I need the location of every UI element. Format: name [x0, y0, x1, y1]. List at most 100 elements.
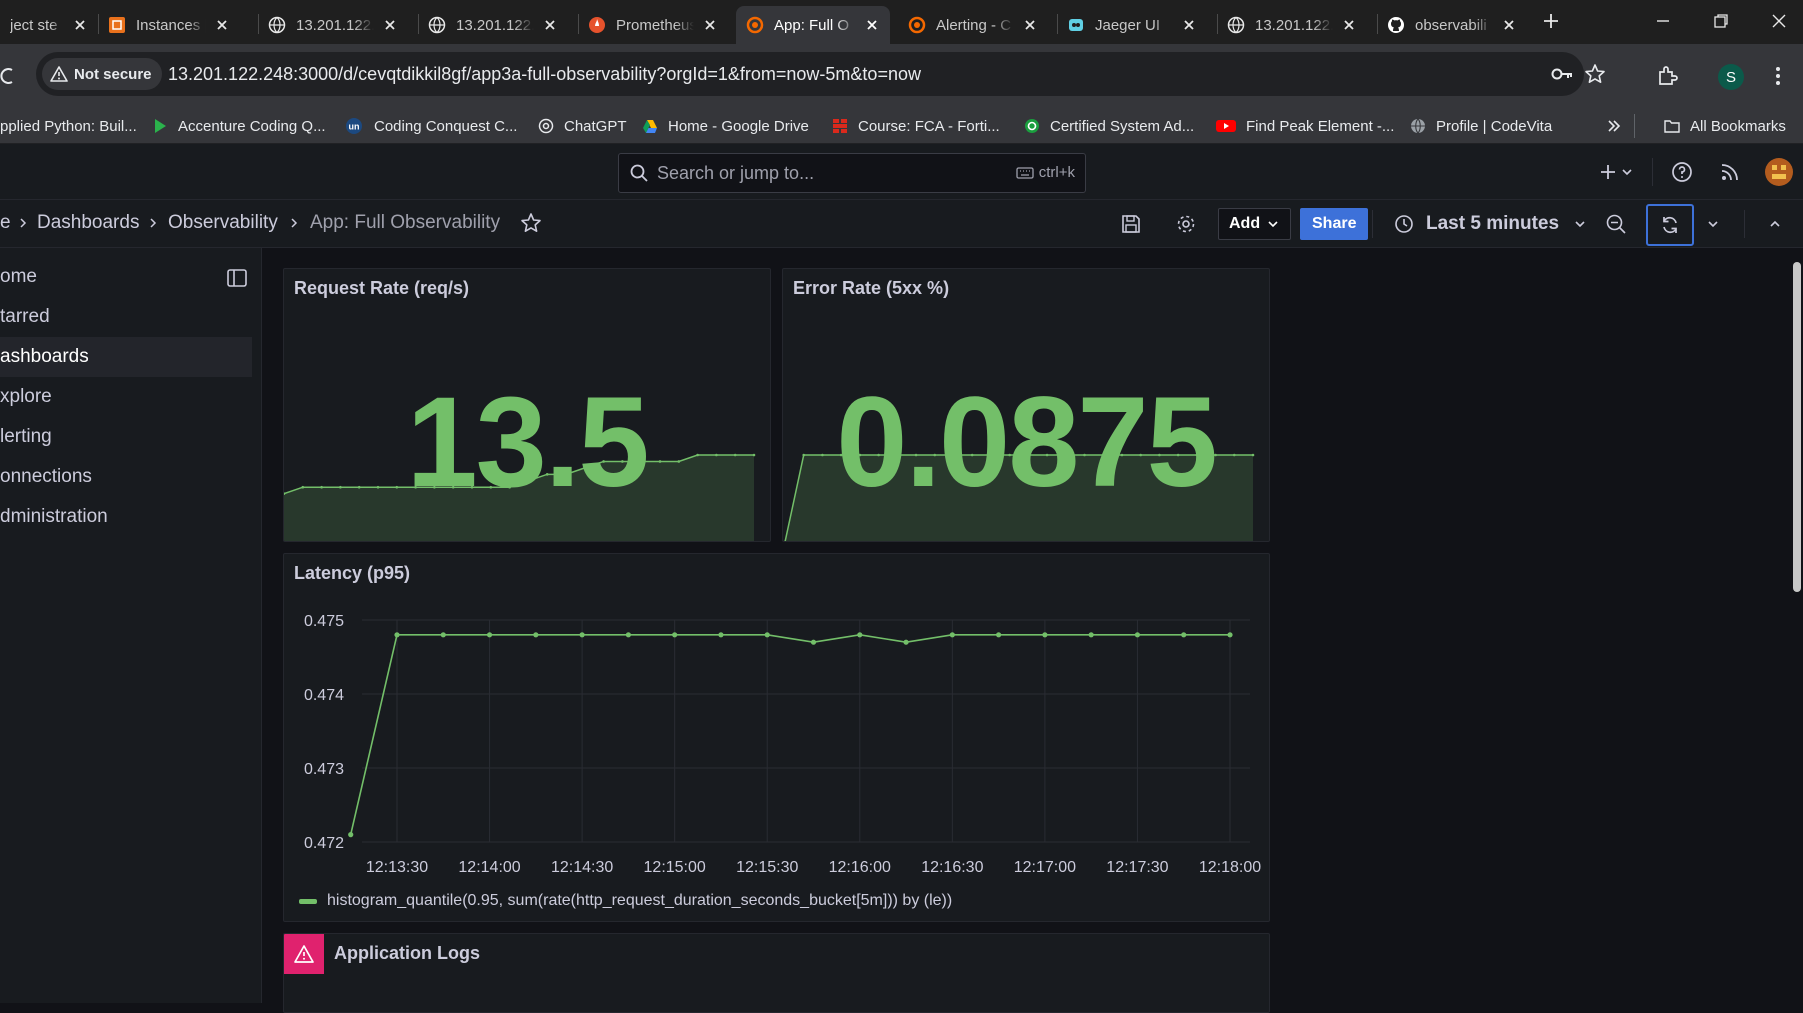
nav-item-alerting[interactable]: lerting — [0, 426, 52, 447]
chevron-down-icon[interactable] — [1620, 160, 1634, 184]
browser-tab-1[interactable]: ject ste — [0, 6, 98, 44]
panel-application-logs[interactable]: Application Logs — [283, 933, 1270, 1013]
page-scrollbar[interactable] — [1791, 252, 1803, 1003]
add-button[interactable]: Add — [1218, 208, 1292, 240]
bookmark-item[interactable]: Course: FCA - Forti... — [832, 115, 1000, 137]
close-icon[interactable] — [1341, 17, 1357, 33]
series-point — [949, 632, 955, 638]
new-tab-icon[interactable] — [1540, 10, 1562, 32]
chevron-double-right-icon[interactable] — [1606, 118, 1622, 134]
browser-tab-7[interactable]: Alerting - C — [898, 6, 1048, 44]
sparkline-point — [451, 485, 455, 489]
share-button[interactable]: Share — [1300, 208, 1369, 240]
x-tick-label: 12:13:30 — [366, 859, 428, 876]
nav-item-connections[interactable]: onnections — [0, 466, 92, 487]
globe-icon — [1227, 16, 1245, 34]
nav-item-administration[interactable]: dministration — [0, 506, 108, 527]
browser-tab-3[interactable]: 13.201.122. — [258, 6, 408, 44]
sparkline-point — [357, 485, 361, 489]
more-menu-icon[interactable] — [1770, 64, 1786, 88]
series-point — [625, 632, 631, 638]
bookmark-item[interactable]: pplied Python: Buil... — [0, 115, 137, 137]
chevron-down-icon[interactable] — [1706, 217, 1720, 231]
close-icon[interactable] — [72, 17, 88, 33]
panel-latency[interactable]: Latency (p95) 0.472 0.473 0.474 0.475 12:13:… — [283, 553, 1270, 922]
address-bar[interactable]: Not secure 13.201.122.248:3000/d/cevqtdi… — [36, 52, 1605, 96]
password-key-icon[interactable] — [1550, 64, 1574, 84]
jaeger-icon — [1069, 19, 1083, 31]
all-bookmarks-button[interactable]: All Bookmarks — [1664, 115, 1786, 137]
nav-item-starred[interactable]: tarred — [0, 306, 50, 327]
restore-icon[interactable] — [1710, 10, 1732, 32]
toolbar-divider — [1744, 210, 1745, 238]
close-icon[interactable] — [864, 17, 880, 33]
bookmark-item[interactable]: Find Peak Element -... — [1216, 115, 1394, 137]
browser-tab-8[interactable]: Jaeger UI — [1057, 6, 1207, 44]
panel-request-rate[interactable]: Request Rate (req/s) 13.5 — [283, 268, 771, 542]
help-icon[interactable] — [1670, 160, 1694, 184]
extensions-icon[interactable] — [1656, 64, 1680, 88]
browser-tab-5[interactable]: Prometheus — [578, 6, 728, 44]
bookmark-item[interactable]: Home - Google Drive — [642, 115, 809, 137]
security-chip[interactable]: Not secure — [42, 58, 162, 90]
nav-item-explore[interactable]: xplore — [0, 386, 52, 407]
browser-tab-strip: ject ste Instances | 13.201.122. 13.201.… — [0, 0, 1803, 44]
refresh-button[interactable] — [1646, 204, 1694, 246]
minimize-icon[interactable] — [1652, 10, 1674, 32]
scrollbar-thumb[interactable] — [1793, 262, 1801, 592]
nav-item-dashboards[interactable]: ashboards — [0, 337, 252, 377]
github-icon — [1388, 17, 1404, 33]
chevron-right-icon — [291, 218, 298, 228]
breadcrumb-home[interactable]: e — [0, 212, 11, 233]
user-avatar[interactable] — [1765, 158, 1793, 186]
url-text[interactable]: 13.201.122.248:3000/d/cevqtdikkil8gf/app… — [168, 64, 921, 84]
panel-error-badge[interactable] — [284, 934, 324, 974]
bookmark-item[interactable]: Profile | CodeVita — [1410, 115, 1552, 137]
profile-avatar[interactable]: S — [1718, 64, 1744, 90]
bookmark-item[interactable]: ChatGPT — [538, 115, 627, 137]
close-icon[interactable] — [382, 17, 398, 33]
breadcrumb-dashboards[interactable]: Dashboards — [37, 212, 140, 233]
series-point — [1227, 632, 1233, 638]
close-icon[interactable] — [702, 17, 718, 33]
search-input[interactable]: Search or jump to... ctrl+k — [618, 153, 1086, 193]
close-icon[interactable] — [542, 17, 558, 33]
browser-tab-4[interactable]: 13.201.122. — [418, 6, 568, 44]
nav-item-home[interactable]: ome — [0, 266, 37, 287]
close-icon[interactable] — [1022, 17, 1038, 33]
close-icon[interactable] — [1181, 17, 1197, 33]
star-icon[interactable] — [520, 212, 542, 234]
sparkline-line — [784, 454, 1253, 541]
chevron-right-icon — [20, 218, 27, 228]
panel-error-rate[interactable]: Error Rate (5xx %) 0.0875 — [782, 268, 1270, 542]
plus-icon[interactable] — [1596, 160, 1620, 184]
sparkline-point — [339, 485, 342, 489]
zoom-out-icon[interactable] — [1605, 213, 1627, 235]
browser-tab-2[interactable]: Instances | — [98, 6, 240, 44]
close-icon[interactable] — [1501, 17, 1517, 33]
error-rate-sparkline — [784, 453, 1255, 541]
add-label: Add — [1229, 215, 1261, 232]
instances-icon — [109, 17, 125, 33]
bookmark-item[interactable]: Accenture Coding Q... — [152, 115, 326, 137]
bookmark-item[interactable]: un Coding Conquest C... — [344, 115, 517, 137]
browser-tab-9[interactable]: 13.201.122. — [1217, 6, 1367, 44]
time-range-picker[interactable]: Last 5 minutes — [1394, 210, 1587, 238]
breadcrumb-observability[interactable]: Observability — [168, 212, 278, 233]
bookmark-item[interactable]: Certified System Ad... — [1024, 115, 1194, 137]
bookmark-divider — [1634, 114, 1635, 138]
settings-gear-icon[interactable] — [1175, 213, 1197, 235]
close-window-icon[interactable] — [1768, 10, 1790, 32]
news-feed-icon[interactable] — [1718, 160, 1742, 184]
chevron-up-icon[interactable] — [1768, 217, 1782, 231]
bookmark-label: Home - Google Drive — [668, 117, 809, 135]
close-icon[interactable] — [214, 17, 230, 33]
bookmark-star-icon[interactable] — [1584, 63, 1606, 85]
browser-tab-10[interactable]: observabili — [1377, 6, 1527, 44]
save-icon[interactable] — [1120, 213, 1142, 235]
browser-tab-6[interactable]: App: Full O — [736, 6, 890, 44]
globe-icon — [268, 16, 286, 34]
chart-legend[interactable]: histogram_quantile(0.95, sum(rate(http_r… — [299, 892, 952, 910]
reload-icon[interactable] — [0, 64, 16, 88]
dock-menu-icon[interactable] — [226, 268, 248, 288]
